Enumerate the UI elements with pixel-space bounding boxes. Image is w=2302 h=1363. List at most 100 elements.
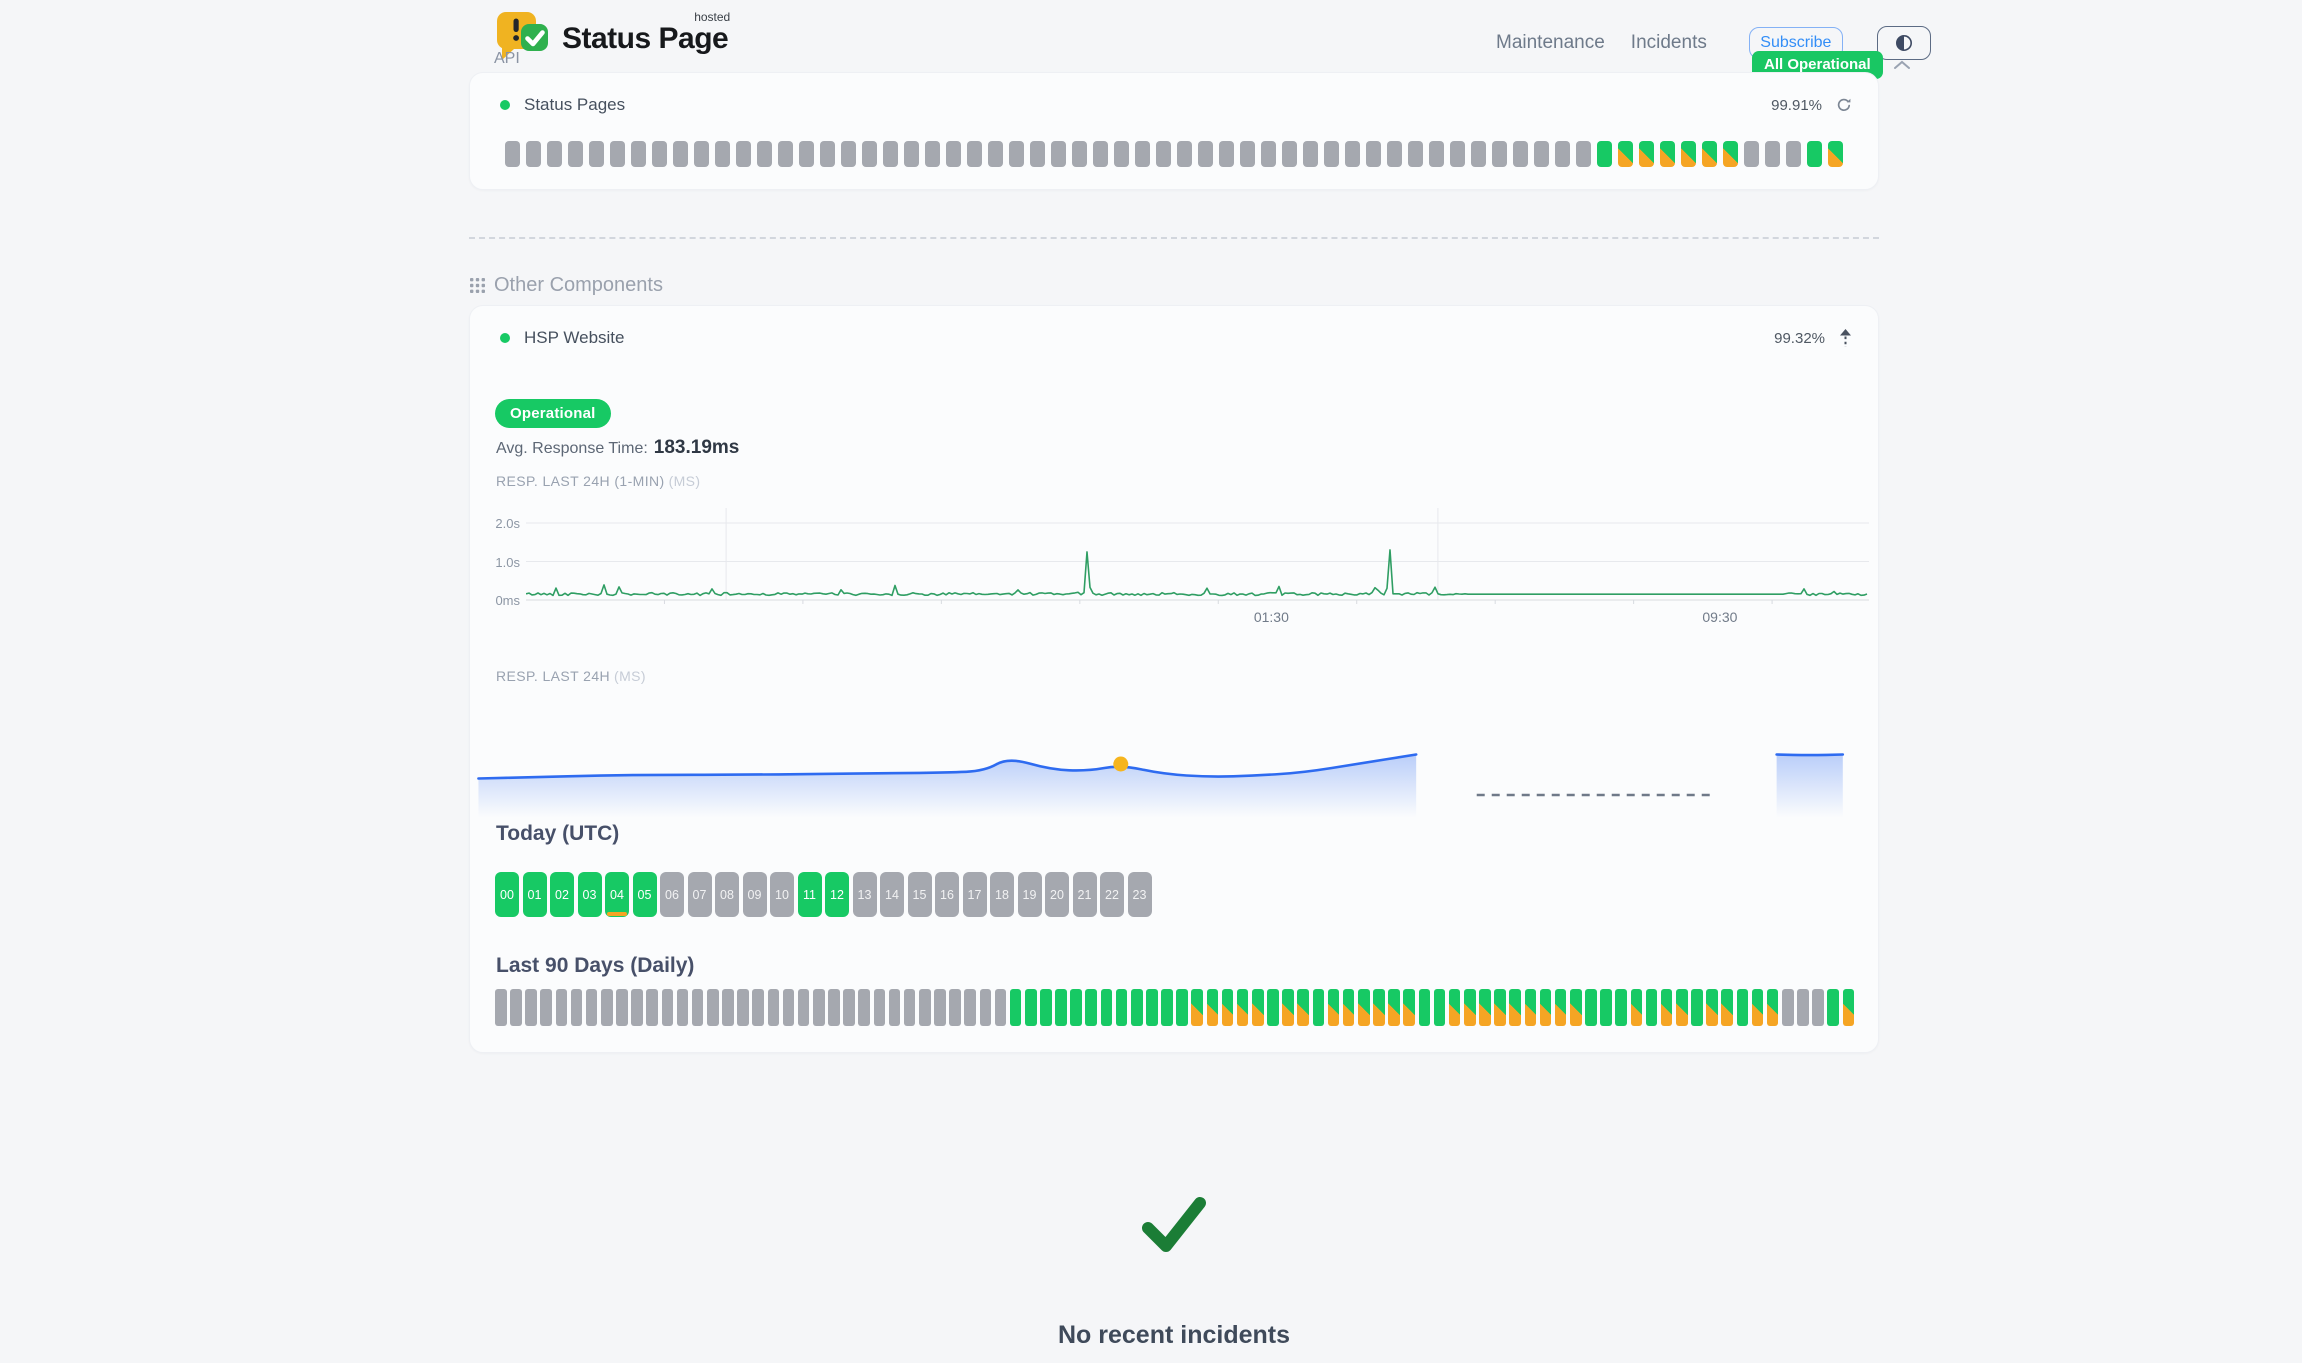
uptime-bar: [631, 141, 646, 167]
daily-uptime-bar: [1312, 989, 1325, 1026]
hour-cell-17: 17: [962, 872, 987, 917]
daily-uptime-bar: [934, 989, 946, 1026]
uptime-bar: [1765, 141, 1780, 167]
daily-uptime-bar: [1675, 989, 1688, 1026]
uptime-bar: [1282, 141, 1297, 167]
daily-uptime-bar: [631, 989, 643, 1026]
uptime-bar: [1261, 141, 1276, 167]
daily-uptime-bar: [1388, 989, 1400, 1026]
today-hours-strip[interactable]: 00 01 02 03 04 05 06 07 08 09 10 11 12 13 14 15 16 17 18 19…: [495, 872, 1152, 917]
hour-cell-15: 15: [907, 872, 932, 917]
dashed-divider: [469, 237, 1879, 239]
daily-uptime-bar: [1464, 989, 1476, 1026]
daily-uptime-bar: [510, 989, 522, 1026]
daily-uptime-bar: [828, 989, 840, 1026]
brand-logo[interactable]: hosted Status Page: [497, 10, 730, 66]
daily-uptime-bar: [570, 989, 583, 1026]
daily-uptime-bar: [1660, 989, 1673, 1026]
last90-bar-strip[interactable]: [495, 989, 1855, 1026]
uptime-bar: [988, 141, 1003, 167]
daily-uptime-bar: [676, 989, 689, 1026]
nav-maintenance[interactable]: Maintenance: [1496, 32, 1605, 53]
daily-uptime-bar: [1797, 989, 1809, 1026]
daily-uptime-bar: [646, 989, 658, 1026]
daily-uptime-bar: [1645, 989, 1658, 1026]
hour-cell-05: 05: [632, 872, 657, 917]
uptime-bar: [547, 141, 562, 167]
daily-uptime-bar: [1342, 989, 1355, 1026]
contrast-icon: [1895, 35, 1912, 51]
hour-cell-13: 13: [852, 872, 877, 917]
uptime-bar: [1408, 141, 1423, 167]
uptime-bar: [799, 141, 814, 167]
uptime-bar: [568, 141, 583, 167]
refresh-icon[interactable]: [1836, 97, 1852, 113]
daily-uptime-bar: [1494, 989, 1506, 1026]
uptime-bar: [1345, 141, 1360, 167]
daily-uptime-bar: [1282, 989, 1294, 1026]
uptime-bar: [925, 141, 940, 167]
uptime-bar: [1828, 141, 1843, 167]
daily-uptime-bar: [585, 989, 598, 1026]
theme-toggle-button[interactable]: [1876, 26, 1931, 60]
daily-uptime-bar: [782, 989, 795, 1026]
uptime-bar: [1387, 141, 1402, 167]
chart-marker-dot[interactable]: [1113, 756, 1129, 772]
uptime-bar: [1786, 141, 1801, 167]
y-tick-1s: 1.0s: [495, 555, 520, 570]
nav-incidents[interactable]: Incidents: [1630, 32, 1707, 53]
daily-uptime-bar: [495, 989, 507, 1026]
response-time-line-chart[interactable]: 2.0s 1.0s 0ms 01:30 09:30: [495, 504, 1869, 636]
uptime-bar: [610, 141, 625, 167]
daily-uptime-bar: [1721, 989, 1733, 1026]
uptime-bar-strip[interactable]: [505, 141, 1843, 167]
collapse-up-arrow-icon[interactable]: [1839, 328, 1852, 348]
uptime-bar: [1009, 141, 1024, 167]
daily-uptime-bar: [858, 989, 870, 1026]
uptime-bar: [652, 141, 667, 167]
daily-uptime-bar: [1009, 989, 1022, 1026]
daily-uptime-bar: [1221, 989, 1234, 1026]
uptime-bar: [1177, 141, 1192, 167]
uptime-bar: [505, 141, 520, 167]
uptime-bar: [1702, 141, 1717, 167]
section-title-api: API: [494, 50, 520, 67]
hour-cell-08: 08: [715, 872, 739, 917]
daily-uptime-bar: [797, 989, 810, 1026]
daily-uptime-bar: [1358, 989, 1370, 1026]
uptime-bar: [736, 141, 751, 167]
uptime-bar: [1366, 141, 1381, 167]
daily-uptime-bar: [1070, 989, 1082, 1026]
daily-uptime-bar: [1706, 989, 1718, 1026]
uptime-bar: [715, 141, 730, 167]
uptime-bar: [1156, 141, 1171, 167]
daily-uptime-bar: [1024, 989, 1037, 1026]
chevron-up-icon[interactable]: [1893, 59, 1911, 71]
avg-response-label: Avg. Response Time:: [496, 440, 648, 457]
daily-uptime-bar: [1161, 989, 1173, 1026]
daily-uptime-bar: [1615, 989, 1627, 1026]
response-time-area-chart[interactable]: [470, 691, 1878, 821]
daily-uptime-bar: [1176, 989, 1188, 1026]
uptime-bar: [1198, 141, 1213, 167]
daily-uptime-bar: [661, 989, 674, 1026]
component-row-status-pages[interactable]: Status Pages 99.91%: [500, 91, 1852, 119]
daily-uptime-bar: [918, 989, 931, 1026]
component-name: HSP Website: [524, 328, 625, 347]
uptime-bar: [1324, 141, 1339, 167]
daily-uptime-bar: [722, 989, 734, 1026]
daily-uptime-bar: [1827, 989, 1839, 1026]
daily-uptime-bar: [1115, 989, 1128, 1026]
hour-cell-21: 21: [1072, 872, 1097, 917]
uptime-bar: [1555, 141, 1570, 167]
component-row-hsp-website[interactable]: HSP Website 99.32%: [500, 324, 1852, 352]
brand-name: Status Page: [562, 22, 729, 55]
daily-uptime-bar: [1433, 989, 1446, 1026]
daily-uptime-bar: [1297, 989, 1310, 1026]
uptime-bar: [946, 141, 961, 167]
chart2-title: RESP. LAST 24H (MS): [496, 668, 646, 684]
uptime-bar: [967, 141, 982, 167]
x-tick-0130: 01:30: [1253, 609, 1289, 625]
daily-uptime-bar: [1146, 989, 1158, 1026]
daily-uptime-bar: [767, 989, 780, 1026]
